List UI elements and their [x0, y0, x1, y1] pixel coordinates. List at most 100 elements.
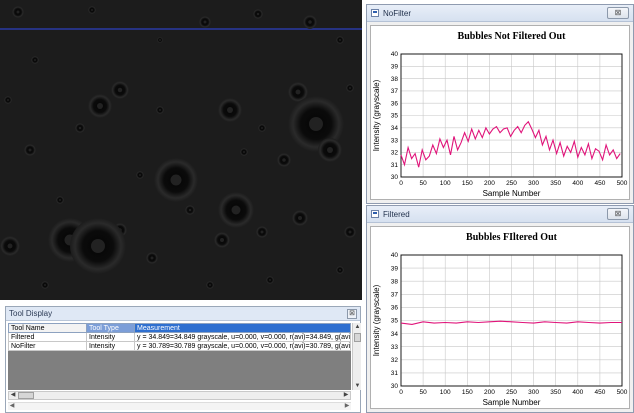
scroll-left-icon[interactable]: ◀ [10, 392, 16, 398]
window-titlebar[interactable]: NoFilter ⊠ [367, 5, 633, 22]
y-tick-label: 36 [391, 305, 399, 312]
x-tick-label: 0 [399, 180, 403, 187]
scroll-right-icon[interactable]: ▶ [344, 403, 350, 409]
y-tick-label: 30 [391, 174, 399, 181]
close-icon[interactable]: ⊠ [347, 308, 357, 319]
x-tick-label: 500 [617, 389, 628, 396]
bubble-center [349, 87, 351, 89]
y-tick-label: 32 [391, 150, 399, 157]
nofilter-chart: Bubbles Not Filtered Out 0 50 100 150 200 250 3… [372, 31, 628, 198]
y-tick-label: 37 [391, 88, 399, 95]
series-line [400, 320, 622, 325]
bubble-center [97, 103, 103, 109]
x-tick-label: 350 [550, 180, 561, 187]
y-axis-label: Intensity (grayscale) [372, 79, 381, 151]
tool-display-titlebar: Tool Display ⊠ [6, 307, 360, 321]
bubble-center [260, 230, 264, 234]
table-row[interactable]: Filtered Intensity y = 34.849=34.849 gra… [8, 332, 351, 342]
bubble-center [282, 158, 286, 162]
y-axis-label: Intensity (grayscale) [372, 284, 381, 356]
bubble-center [203, 20, 207, 24]
y-tick-label: 35 [391, 318, 399, 325]
nofilter-window: NoFilter ⊠ Bubbles Not Filtered Out 0 50 10… [366, 4, 634, 204]
y-tick-label: 31 [391, 162, 399, 169]
x-tick-label: 0 [399, 389, 403, 396]
x-tick-label: 150 [462, 180, 473, 187]
close-icon[interactable]: ⊠ [607, 7, 629, 19]
y-tick-label: 36 [391, 100, 399, 107]
scroll-down-icon[interactable]: ▼ [354, 383, 361, 389]
bubble-center [139, 174, 141, 176]
scroll-up-icon[interactable]: ▲ [354, 324, 361, 330]
plot-border [400, 254, 623, 387]
y-tick-label: 35 [391, 113, 399, 120]
chart-area: Bubbles FIltered Out 0 50 100 150 200 250 300 35… [370, 226, 630, 409]
filtered-window: Filtered ⊠ Bubbles FIltered Out 0 50 100 150… [366, 205, 634, 413]
y-tick-label: 39 [391, 265, 399, 272]
y-tick-label: 39 [391, 64, 399, 71]
bubble-center [261, 127, 263, 129]
column-header-tool-type[interactable]: Tool Type [86, 323, 135, 333]
x-tick-label: 150 [462, 389, 473, 396]
bubble-center [159, 109, 161, 111]
bubble-center [34, 59, 36, 61]
x-tick-label: 100 [440, 180, 451, 187]
x-tick-label: 450 [594, 389, 605, 396]
tool-display-panel: Tool Display ⊠ Tool Name Tool Type Measu… [5, 306, 361, 413]
window-icon [371, 9, 379, 17]
tool-table: Tool Name Tool Type Measurement Filtered… [8, 323, 351, 390]
close-icon[interactable]: ⊠ [607, 208, 629, 220]
bubble-center [44, 284, 46, 286]
column-header-measurement[interactable]: Measurement [134, 323, 351, 333]
y-tick-label: 40 [391, 252, 399, 259]
table-row[interactable]: NoFilter Intensity y = 30.789=30.789 gra… [8, 341, 351, 351]
series-line [400, 120, 621, 168]
bubble-center [298, 216, 302, 220]
bubble-center [309, 117, 323, 131]
x-tick-label: 400 [572, 389, 583, 396]
y-tick-label: 40 [391, 51, 399, 58]
scroll-left-icon[interactable]: ◀ [9, 403, 15, 409]
chart-area: Bubbles Not Filtered Out 0 50 100 150 200 250 3… [370, 25, 630, 200]
tool-type-cell: Intensity [86, 341, 135, 351]
chart-title: Bubbles Not Filtered Out [458, 31, 567, 42]
vertical-scrollbar[interactable]: ▲ ▼ [352, 323, 361, 390]
plot-border [400, 53, 623, 178]
tool-type-cell: Intensity [86, 332, 135, 342]
x-axis-label: Sample Number [483, 189, 541, 198]
bubble-center [308, 20, 312, 24]
scroll-right-icon[interactable]: ▶ [343, 392, 349, 398]
window-titlebar[interactable]: Filtered ⊠ [367, 206, 633, 223]
window-icon [371, 210, 379, 218]
bubble-center [227, 107, 233, 113]
y-tick-label: 30 [391, 383, 399, 390]
bubble-center [231, 205, 241, 215]
bubble-center [220, 238, 224, 242]
x-tick-label: 300 [528, 389, 539, 396]
y-tick-label: 34 [391, 125, 399, 132]
y-tick-label: 38 [391, 76, 399, 83]
bubble-center [170, 174, 182, 186]
bubble-center [159, 39, 161, 41]
scroll-thumb[interactable] [18, 392, 34, 399]
image-viewer[interactable] [0, 0, 362, 300]
window-title: Filtered [383, 209, 410, 219]
y-tick-label: 37 [391, 292, 399, 299]
outer-horizontal-scrollbar[interactable]: ◀ ▶ [8, 402, 351, 410]
x-axis-label: Sample Number [483, 398, 541, 407]
bubble-center [78, 126, 82, 130]
bubble-center [59, 199, 61, 201]
bubble-center [256, 12, 260, 16]
bubble-center [28, 148, 32, 152]
column-header-tool-name[interactable]: Tool Name [8, 323, 87, 333]
bubble-center [243, 151, 245, 153]
measurement-cell: y = 30.789=30.789 grayscale, u=0.000, v=… [134, 341, 351, 351]
scroll-thumb[interactable] [354, 333, 361, 342]
y-tick-label: 32 [391, 357, 399, 364]
bubble-center [295, 89, 301, 95]
y-tick-label: 33 [391, 344, 399, 351]
horizontal-scrollbar[interactable]: ◀ ▶ [8, 391, 351, 400]
tool-display-title: Tool Display [9, 309, 53, 318]
bubble-center [16, 10, 20, 14]
y-tick-label: 33 [391, 137, 399, 144]
